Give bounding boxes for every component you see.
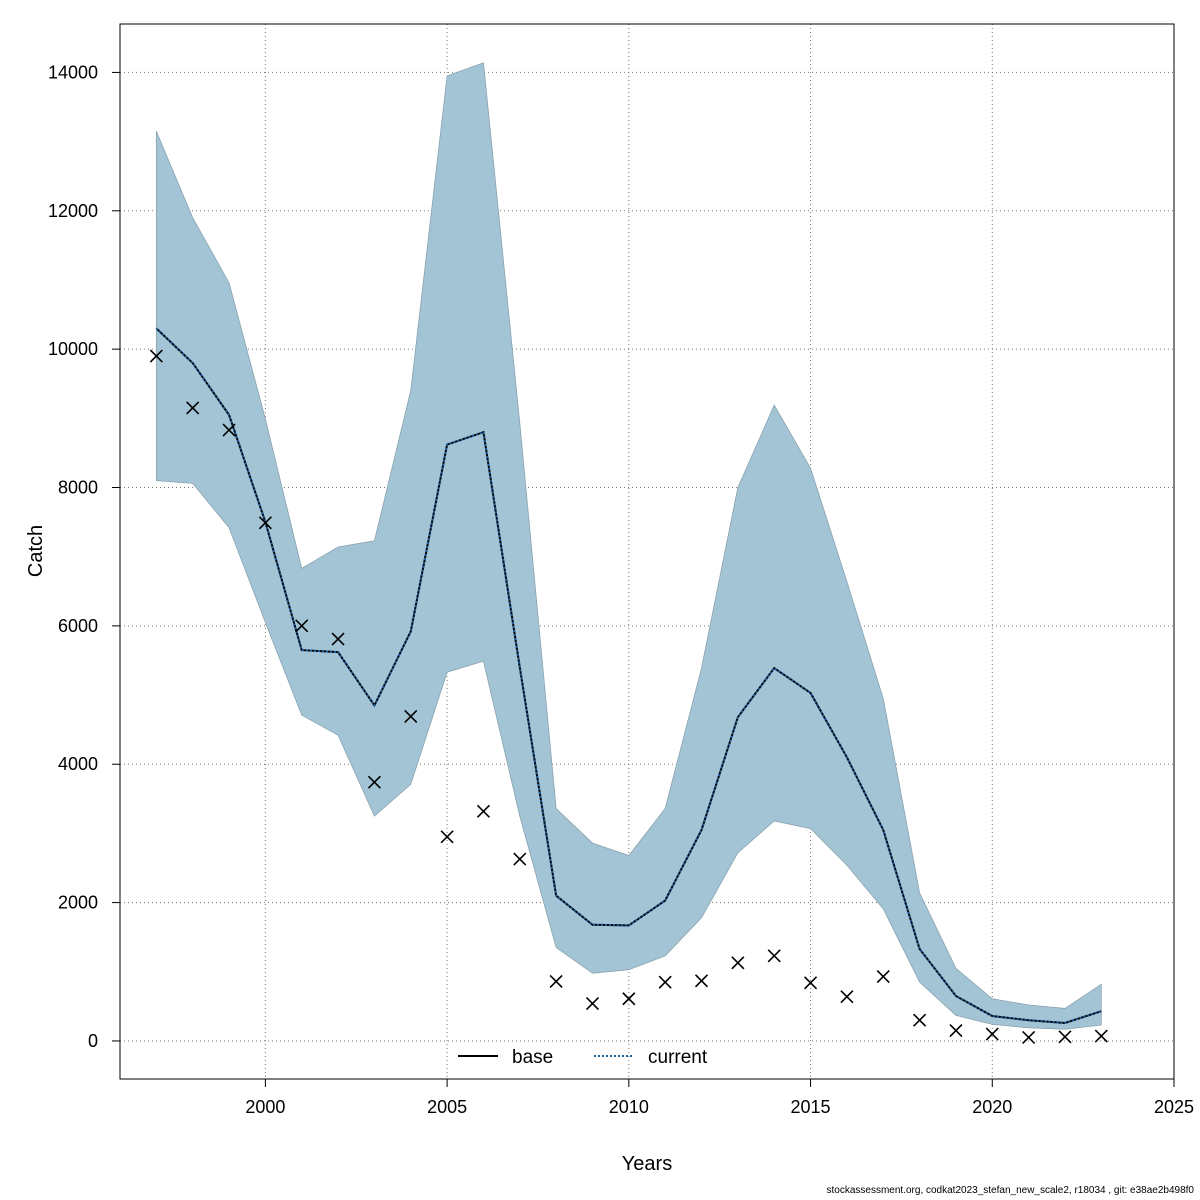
y-tick-label: 4000 — [58, 754, 98, 774]
observed-point — [367, 775, 381, 789]
y-tick-label: 8000 — [58, 478, 98, 498]
y-tick-label: 12000 — [48, 201, 98, 221]
observed-point — [258, 516, 272, 530]
observed-point — [803, 976, 818, 990]
observed-point — [149, 349, 163, 363]
observed-point — [731, 956, 745, 970]
observed-point — [585, 997, 600, 1011]
x-tick-label: 2020 — [972, 1097, 1012, 1117]
observed-points-layer — [149, 349, 1108, 1045]
x-tick-label: 2005 — [427, 1097, 467, 1117]
y-tick-label: 6000 — [58, 616, 98, 636]
observed-point — [658, 975, 672, 989]
legend-label-base: base — [512, 1047, 553, 1068]
footer-credit: stockassessment.org, codkat2023_stefan_n… — [826, 1185, 1194, 1196]
confidence-band — [155, 62, 1102, 1030]
y-tick-label: 10000 — [48, 339, 98, 359]
x-tick-label: 2025 — [1154, 1097, 1194, 1117]
series-lines-layer — [155, 327, 1102, 1024]
observed-point — [295, 619, 309, 633]
observed-point — [694, 974, 709, 988]
x-tick-label: 2015 — [791, 1097, 831, 1117]
observed-point — [404, 709, 418, 724]
legend: base current — [458, 1047, 708, 1068]
y-tick-label: 0 — [88, 1031, 98, 1051]
observed-point — [985, 1027, 999, 1041]
observed-point — [186, 401, 200, 415]
observed-point — [513, 852, 527, 866]
x-axis: 2000 2005 2010 2015 2020 2025 — [156, 1078, 1194, 1117]
observed-point — [549, 974, 563, 989]
observed-point — [840, 990, 854, 1004]
observed-point — [1094, 1029, 1108, 1043]
observed-point — [222, 423, 236, 437]
y-tick-label: 2000 — [58, 893, 98, 913]
y-axis: 0 2000 4000 6000 8000 10000 12000 14000 — [48, 62, 120, 1051]
x-axis-title: Years — [622, 1153, 672, 1175]
x-tick-label: 2010 — [609, 1097, 649, 1117]
observed-point — [876, 970, 890, 984]
observed-point — [331, 632, 345, 646]
series-line-base — [155, 327, 1102, 1024]
observed-point — [622, 992, 636, 1006]
y-tick-label: 14000 — [48, 62, 98, 82]
confidence-band-layer — [155, 62, 1102, 1030]
legend-label-current: current — [648, 1047, 708, 1068]
observed-point — [767, 949, 781, 963]
observed-point — [476, 804, 491, 818]
x-tick-label: 2000 — [245, 1097, 285, 1117]
observed-point — [1058, 1030, 1072, 1044]
observed-point — [440, 830, 454, 844]
observed-point — [1022, 1030, 1036, 1045]
observed-point — [949, 1024, 963, 1038]
observed-point — [913, 1013, 927, 1027]
y-axis-title: Catch — [25, 525, 47, 577]
